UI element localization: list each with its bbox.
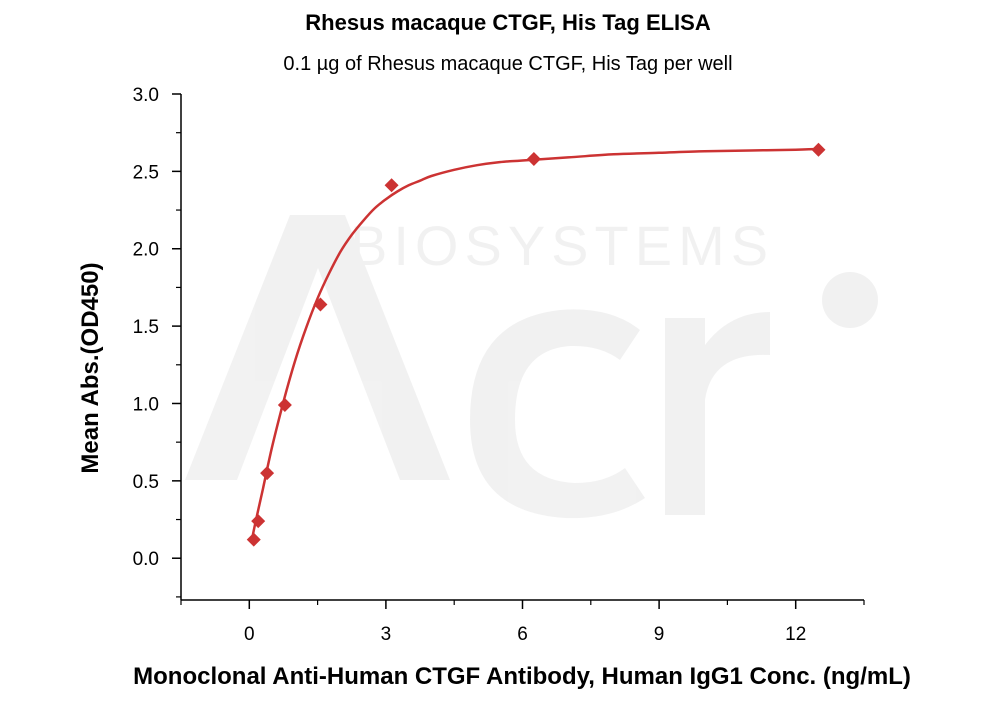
x-tick-label: 12 — [785, 624, 806, 645]
y-tick-label: 2.5 — [133, 162, 159, 183]
chart-subtitle: 0.1 µg of Rhesus macaque CTGF, His Tag p… — [283, 53, 732, 75]
data-point-marker — [313, 297, 328, 312]
y-axis-label: Mean Abs.(OD450) — [77, 262, 104, 473]
y-tick-label: 1.0 — [133, 394, 159, 415]
x-ticks: 0 3 6 9 12 — [180, 600, 865, 645]
chart-title: Rhesus macaque CTGF, His Tag ELISA — [305, 10, 711, 35]
y-tick-label: 0.5 — [133, 472, 159, 493]
svg-text:BIOSYSTEMS: BIOSYSTEMS — [350, 214, 774, 277]
data-point-marker — [277, 398, 292, 413]
y-ticks: 0.0 0.5 1.0 1.5 2.0 2.5 3.0 — [133, 85, 181, 598]
data-point-marker — [251, 514, 266, 529]
y-tick-label: 1.5 — [133, 317, 159, 338]
y-tick-label: 2.0 — [133, 240, 159, 261]
data-point-marker — [246, 532, 261, 547]
x-axis-label: Monoclonal Anti-Human CTGF Antibody, Hum… — [133, 663, 911, 690]
x-tick-label: 0 — [244, 624, 255, 645]
y-tick-label: 3.0 — [133, 85, 159, 106]
data-point-marker — [811, 142, 826, 157]
data-points — [246, 142, 826, 547]
data-point-marker — [260, 466, 275, 481]
y-tick-label: 0.0 — [133, 549, 159, 570]
data-point-marker — [384, 178, 399, 193]
data-point-marker — [526, 151, 541, 166]
x-tick-label: 6 — [517, 624, 528, 645]
fit-curve — [250, 147, 819, 542]
x-tick-label: 3 — [381, 624, 392, 645]
x-tick-label: 9 — [654, 624, 665, 645]
watermark-logo: BIOSYSTEMS — [185, 214, 878, 519]
